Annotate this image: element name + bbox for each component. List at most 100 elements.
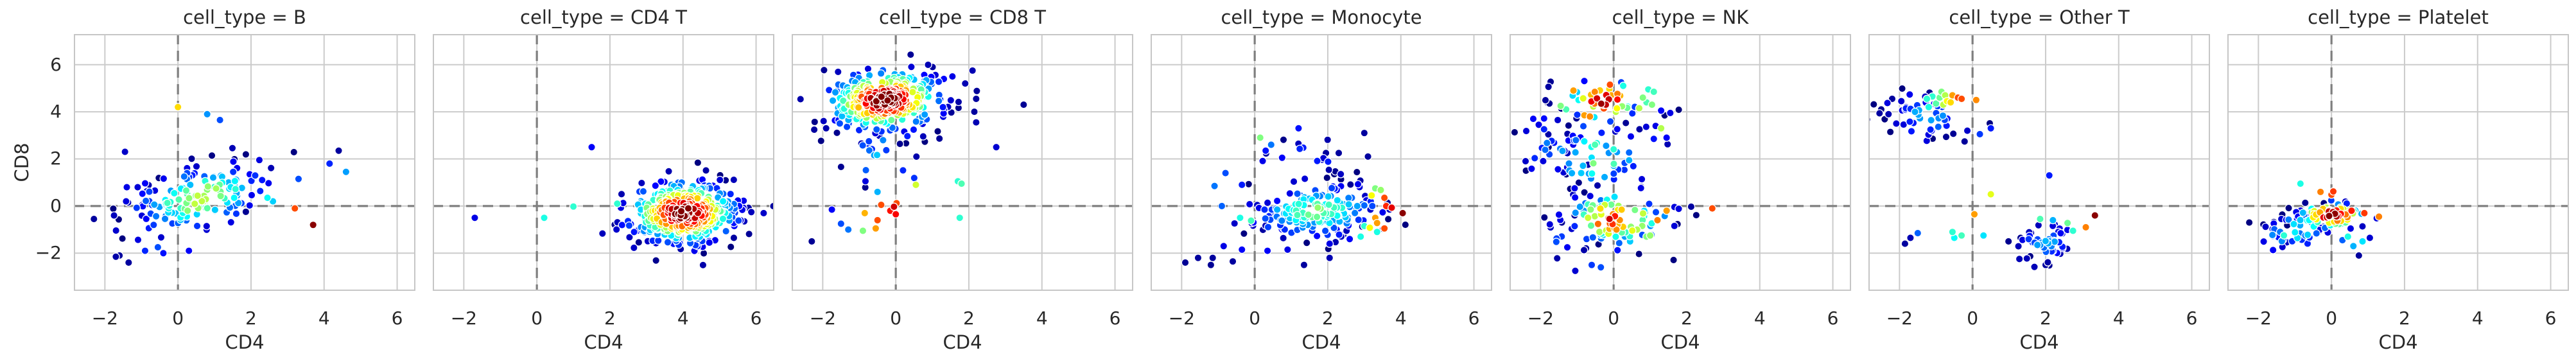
data-point <box>1571 266 1580 275</box>
data-point <box>833 128 841 137</box>
data-point <box>257 176 266 184</box>
data-point <box>1922 94 1931 103</box>
data-point <box>1352 168 1361 177</box>
data-point <box>1554 210 1563 219</box>
data-point <box>1553 254 1562 263</box>
data-point <box>1594 220 1603 229</box>
data-point <box>872 125 881 134</box>
data-point <box>1571 184 1579 193</box>
data-point <box>1609 170 1618 178</box>
data-point <box>216 116 224 125</box>
data-point <box>860 209 869 218</box>
facet-title: cell_type = CD8 T <box>879 6 1046 28</box>
data-point <box>587 143 596 152</box>
data-point <box>1345 200 1353 209</box>
data-point <box>2358 222 2367 231</box>
data-point <box>920 110 929 119</box>
data-point <box>1963 126 1972 135</box>
data-point <box>760 209 768 218</box>
data-point <box>637 178 646 187</box>
data-point <box>1588 169 1596 178</box>
data-point <box>138 189 147 198</box>
data-point <box>854 103 863 112</box>
data-point <box>871 224 880 233</box>
data-point <box>1367 191 1376 200</box>
data-point <box>1960 137 1969 146</box>
data-point <box>1263 198 1272 207</box>
data-point <box>1530 153 1539 162</box>
facet-panel-monocyte: cell_type = Monocyte −2 0 2 4 6 CD4 <box>1151 0 1492 357</box>
data-point <box>149 220 158 229</box>
data-point <box>862 166 870 175</box>
data-point <box>182 186 191 195</box>
x-tick-label: 0 <box>1249 308 1261 329</box>
data-point <box>992 143 1000 152</box>
data-point <box>1219 241 1228 250</box>
data-point <box>216 191 225 200</box>
data-point <box>810 125 819 134</box>
scatter-plot <box>433 34 774 291</box>
data-point <box>598 229 607 238</box>
data-point <box>2063 218 2072 227</box>
data-point <box>1264 223 1273 231</box>
data-point <box>1569 86 1578 95</box>
data-point <box>1553 116 1562 125</box>
data-point <box>1019 100 1028 109</box>
data-point <box>971 94 980 103</box>
facet-panel-b: cell_type = B −2 0 2 4 6 CD4 <box>74 0 415 357</box>
data-point <box>247 177 256 186</box>
data-point <box>1300 175 1309 183</box>
data-point <box>109 204 117 213</box>
data-point <box>1333 196 1342 205</box>
data-point <box>1556 101 1565 110</box>
data-point <box>1987 124 1995 133</box>
data-point <box>2023 254 2032 263</box>
data-point <box>2284 204 2293 213</box>
data-point <box>1354 215 1363 224</box>
data-point <box>1934 123 1943 131</box>
data-point <box>1221 169 1230 177</box>
data-point <box>718 214 727 223</box>
data-point <box>1558 146 1567 155</box>
data-point <box>207 151 216 160</box>
data-point <box>1314 204 1322 212</box>
data-point <box>939 103 947 112</box>
data-point <box>1651 208 1660 216</box>
data-point <box>1635 104 1644 112</box>
data-point <box>1588 233 1597 242</box>
data-point <box>204 182 213 191</box>
x-axis-label: CD4 <box>2378 331 2418 353</box>
data-point <box>972 87 981 96</box>
x-tick-label: 0 <box>2326 308 2338 329</box>
data-point <box>839 96 848 105</box>
data-point <box>175 195 183 204</box>
data-point <box>202 222 211 231</box>
data-point <box>745 230 753 238</box>
data-point <box>1540 213 1549 222</box>
data-point <box>617 189 626 198</box>
data-point <box>1610 193 1619 201</box>
x-tick-label: 6 <box>2545 308 2557 329</box>
data-point <box>1911 107 1919 116</box>
facet-title: cell_type = B <box>183 6 306 28</box>
data-point <box>2030 263 2039 272</box>
data-point <box>2354 251 2363 260</box>
data-point <box>231 185 240 193</box>
data-point <box>1295 144 1304 153</box>
data-point <box>1662 134 1671 142</box>
data-point <box>1600 173 1609 182</box>
data-point <box>159 248 168 257</box>
data-point <box>1324 157 1332 166</box>
data-point <box>1580 246 1588 254</box>
data-point <box>909 125 918 134</box>
data-point <box>190 200 199 208</box>
data-point <box>1261 214 1270 223</box>
data-point <box>699 261 708 270</box>
data-point <box>1293 189 1301 198</box>
data-point <box>1273 196 1282 205</box>
x-tick-label: 0 <box>172 308 184 329</box>
data-point <box>1527 164 1536 173</box>
scatter-plot <box>1510 34 1851 291</box>
data-point <box>1979 231 1988 240</box>
